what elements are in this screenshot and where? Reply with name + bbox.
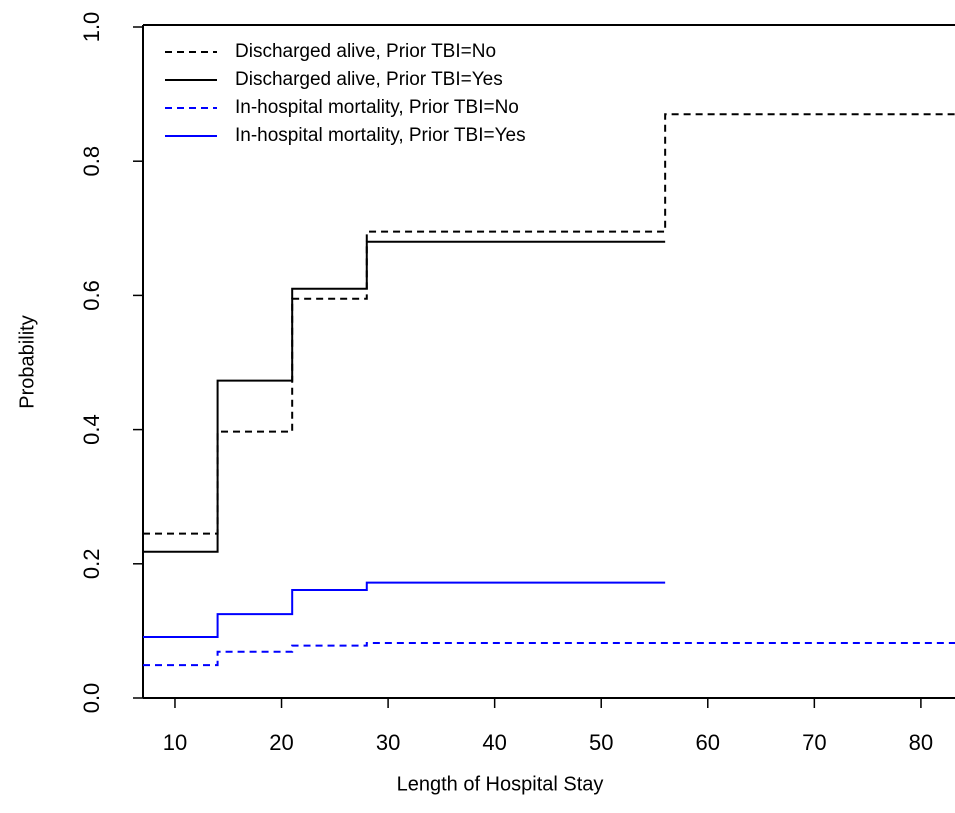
x-tick-label: 40	[482, 730, 506, 755]
x-tick-label: 60	[696, 730, 720, 755]
legend-label: Discharged alive, Prior TBI=No	[235, 41, 496, 62]
y-tick-label: 0.4	[79, 414, 104, 445]
x-tick-label: 80	[909, 730, 933, 755]
y-axis-label: Probability	[16, 315, 38, 408]
legend-label: Discharged alive, Prior TBI=Yes	[235, 69, 503, 90]
step-line	[143, 113, 955, 535]
y-tick-label: 0.2	[79, 549, 104, 580]
x-tick-label: 10	[163, 730, 187, 755]
step-line	[143, 581, 666, 638]
y-tick-label: 1.0	[79, 12, 104, 43]
x-tick-label: 70	[802, 730, 826, 755]
x-tick-label: 30	[376, 730, 400, 755]
step-line	[143, 641, 955, 667]
x-axis-label: Length of Hospital Stay	[397, 773, 604, 795]
y-tick-label: 0.0	[79, 683, 104, 714]
legend-label: In-hospital mortality, Prior TBI=No	[235, 97, 519, 118]
legend-label: In-hospital mortality, Prior TBI=Yes	[235, 125, 526, 146]
step-line	[143, 240, 666, 553]
y-tick-label: 0.8	[79, 146, 104, 177]
x-tick-label: 50	[589, 730, 613, 755]
y-tick-label: 0.6	[79, 280, 104, 311]
x-tick-label: 20	[269, 730, 293, 755]
